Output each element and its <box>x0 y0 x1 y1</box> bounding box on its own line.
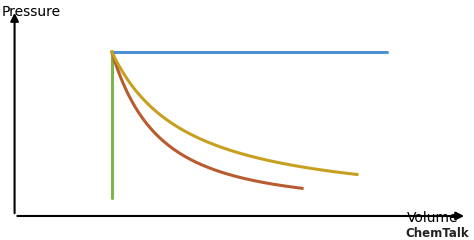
Text: Pressure: Pressure <box>2 5 61 19</box>
Text: ChemTalk: ChemTalk <box>405 227 469 240</box>
Text: Volume: Volume <box>407 211 458 225</box>
